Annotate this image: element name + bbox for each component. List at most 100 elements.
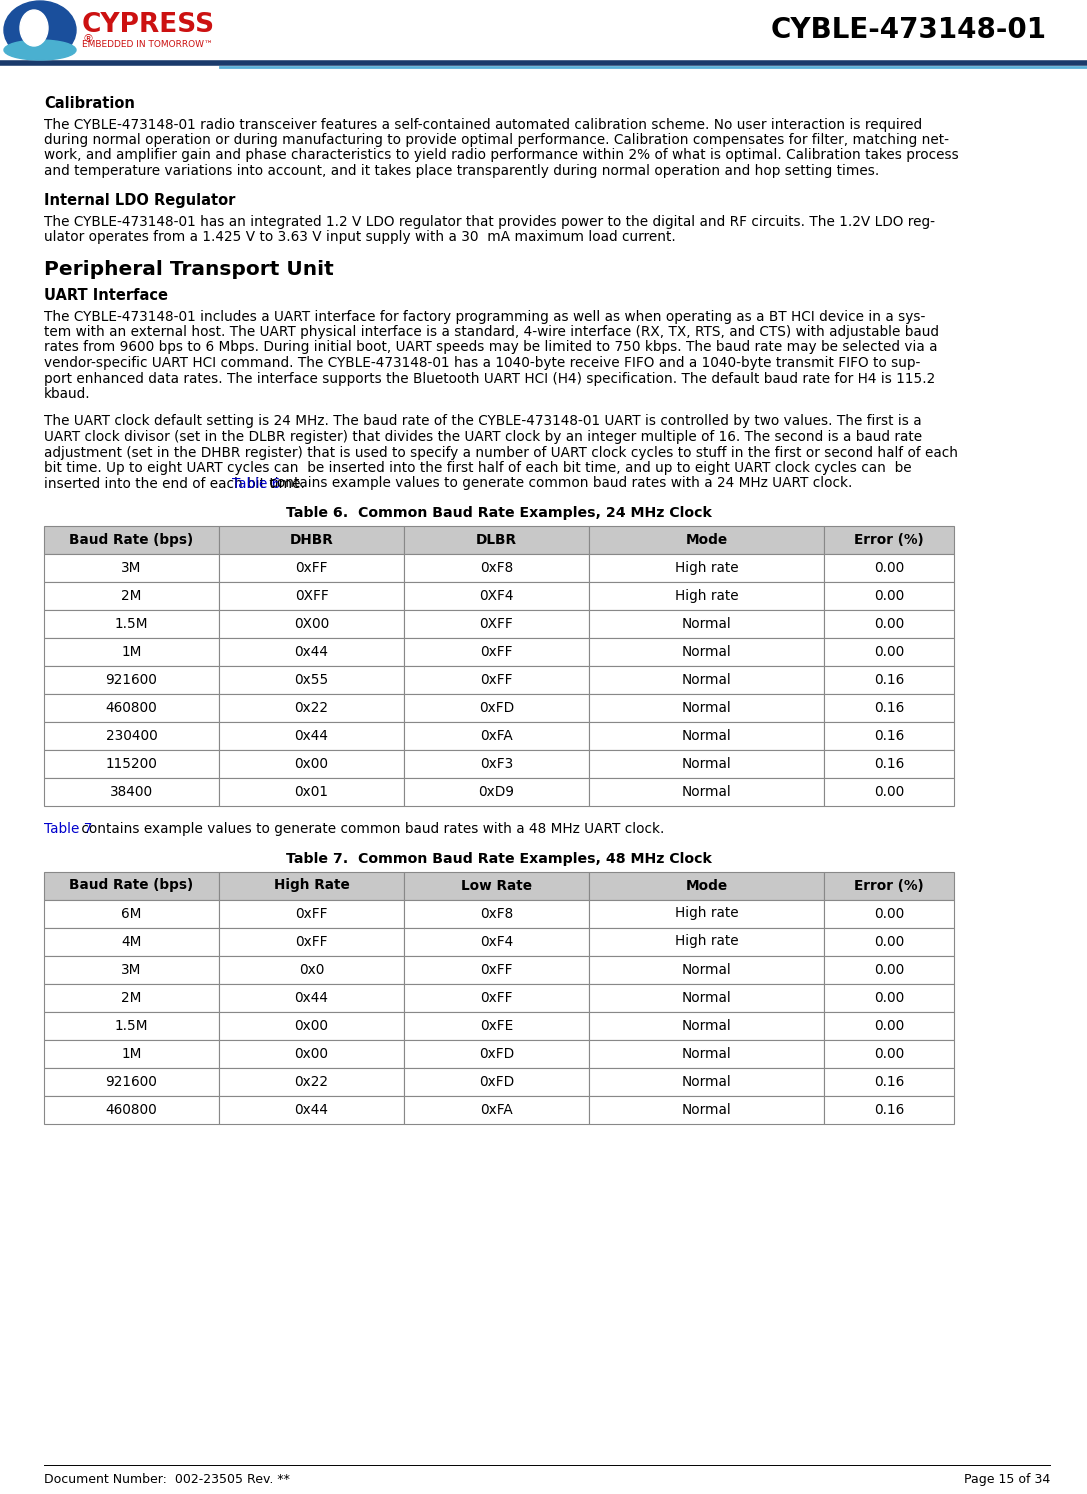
Text: High rate: High rate [675, 935, 738, 949]
Bar [589, 899, 824, 928]
Bar [43, 610, 218, 638]
Text: Normal: Normal [682, 962, 732, 977]
Bar [218, 666, 404, 695]
Text: 0xFF: 0xFF [480, 672, 513, 687]
Text: 0xF3: 0xF3 [479, 757, 513, 771]
Text: 0.00: 0.00 [874, 617, 904, 630]
Text: Error (%): Error (%) [854, 878, 924, 892]
Bar [404, 778, 589, 805]
Bar [404, 695, 589, 722]
Bar [43, 638, 218, 666]
Bar [43, 871, 218, 899]
Text: Normal: Normal [682, 991, 732, 1004]
Text: 0x44: 0x44 [295, 645, 328, 659]
Text: ulator operates from a 1.425 V to 3.63 V input supply with a 30  mA maximum load: ulator operates from a 1.425 V to 3.63 V… [43, 230, 676, 245]
Text: 0.16: 0.16 [874, 701, 904, 716]
Text: 0.16: 0.16 [874, 1103, 904, 1116]
Text: Normal: Normal [682, 729, 732, 743]
Bar [589, 1040, 824, 1068]
Bar [43, 722, 218, 750]
Text: 0xF8: 0xF8 [479, 907, 513, 920]
Bar [589, 638, 824, 666]
Bar [824, 983, 954, 1011]
Text: 0.00: 0.00 [874, 907, 904, 920]
Bar [218, 750, 404, 778]
Text: 460800: 460800 [105, 1103, 158, 1116]
Text: Baud Rate (bps): Baud Rate (bps) [70, 878, 193, 892]
Text: 0xFA: 0xFA [480, 1103, 513, 1116]
Text: 0.00: 0.00 [874, 784, 904, 799]
Text: Table 6: Table 6 [233, 477, 280, 490]
Bar [218, 526, 404, 554]
Text: Normal: Normal [682, 784, 732, 799]
Bar [404, 554, 589, 583]
Bar [218, 554, 404, 583]
Bar [404, 928, 589, 956]
Bar [404, 899, 589, 928]
Bar [218, 1068, 404, 1095]
Text: 2M: 2M [122, 589, 141, 604]
Text: DLBR: DLBR [476, 533, 517, 547]
Bar [404, 1068, 589, 1095]
Text: 0xFA: 0xFA [480, 729, 513, 743]
Text: 0xFD: 0xFD [479, 1046, 514, 1061]
Bar [218, 1040, 404, 1068]
Text: inserted into the end of each bit time.: inserted into the end of each bit time. [43, 477, 309, 490]
Text: 0x22: 0x22 [295, 701, 328, 716]
Text: 0x00: 0x00 [295, 757, 328, 771]
Text: work, and amplifier gain and phase characteristics to yield radio performance wi: work, and amplifier gain and phase chara… [43, 148, 959, 163]
Text: Normal: Normal [682, 672, 732, 687]
Bar [218, 1011, 404, 1040]
Text: Table 6.  Common Baud Rate Examples, 24 MHz Clock: Table 6. Common Baud Rate Examples, 24 M… [286, 506, 712, 520]
Text: 0xF8: 0xF8 [479, 562, 513, 575]
Ellipse shape [20, 10, 48, 46]
Text: 0x22: 0x22 [295, 1074, 328, 1089]
Text: 0xFF: 0xFF [480, 645, 513, 659]
Text: DHBR: DHBR [289, 533, 334, 547]
Text: Normal: Normal [682, 1103, 732, 1116]
Bar [824, 638, 954, 666]
Bar [43, 750, 218, 778]
Text: 1M: 1M [122, 1046, 141, 1061]
Text: 0.00: 0.00 [874, 991, 904, 1004]
Bar [824, 778, 954, 805]
Text: tem with an external host. The UART physical interface is a standard, 4-wire int: tem with an external host. The UART phys… [43, 326, 939, 339]
Bar [43, 778, 218, 805]
Bar [589, 750, 824, 778]
Text: The CYBLE-473148-01 has an integrated 1.2 V LDO regulator that provides power to: The CYBLE-473148-01 has an integrated 1.… [43, 215, 935, 229]
Text: High Rate: High Rate [274, 878, 349, 892]
Text: 0xFF: 0xFF [296, 935, 328, 949]
Bar [824, 526, 954, 554]
Text: UART Interface: UART Interface [43, 288, 168, 303]
Text: 0x44: 0x44 [295, 991, 328, 1004]
Bar [589, 666, 824, 695]
Text: 38400: 38400 [110, 784, 153, 799]
Bar [404, 583, 589, 610]
Bar [43, 526, 218, 554]
Text: Calibration: Calibration [43, 96, 135, 111]
Text: Mode: Mode [686, 533, 727, 547]
Bar [589, 722, 824, 750]
Bar [404, 750, 589, 778]
Bar [589, 1068, 824, 1095]
Bar [589, 871, 824, 899]
Text: 0xFD: 0xFD [479, 1074, 514, 1089]
Text: Normal: Normal [682, 1046, 732, 1061]
Bar [824, 1095, 954, 1123]
Bar [43, 1011, 218, 1040]
Text: 0xF4: 0xF4 [479, 935, 513, 949]
Text: Normal: Normal [682, 701, 732, 716]
Text: 230400: 230400 [105, 729, 158, 743]
Bar [43, 983, 218, 1011]
Bar [43, 1095, 218, 1123]
Bar [218, 1095, 404, 1123]
Text: 921600: 921600 [105, 1074, 158, 1089]
Text: adjustment (set in the DHBR register) that is used to specify a number of UART c: adjustment (set in the DHBR register) th… [43, 445, 958, 460]
Text: 0.16: 0.16 [874, 672, 904, 687]
Bar [824, 695, 954, 722]
Text: Normal: Normal [682, 757, 732, 771]
Bar [404, 1040, 589, 1068]
Bar [43, 1040, 218, 1068]
Text: 1.5M: 1.5M [115, 617, 148, 630]
Bar [218, 610, 404, 638]
